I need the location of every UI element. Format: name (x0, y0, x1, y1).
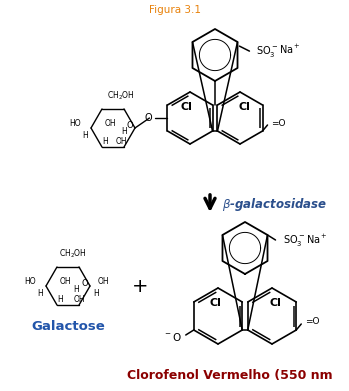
Text: H: H (57, 296, 63, 305)
Text: $\beta$-galactosidase: $\beta$-galactosidase (222, 196, 327, 213)
Text: HO: HO (24, 276, 36, 285)
Text: OH: OH (98, 276, 110, 285)
Text: SO$_3^-$: SO$_3^-$ (283, 233, 305, 249)
Text: H: H (121, 127, 127, 136)
Text: Cl: Cl (209, 298, 221, 308)
Text: Cl: Cl (180, 102, 192, 112)
Text: $^-$O: $^-$O (163, 331, 182, 343)
Text: CH$_2$OH: CH$_2$OH (59, 248, 87, 260)
Text: OH: OH (104, 118, 116, 127)
Text: Galactose: Galactose (31, 320, 105, 333)
Text: HO: HO (69, 118, 81, 127)
Text: OH: OH (116, 138, 128, 147)
Text: OH: OH (74, 296, 86, 305)
Text: O: O (82, 278, 88, 287)
Text: H: H (93, 289, 99, 298)
Text: SO$_3^-$: SO$_3^-$ (257, 44, 279, 59)
Text: O: O (145, 113, 153, 123)
Text: +: + (132, 276, 148, 296)
Text: Na$^+$: Na$^+$ (305, 233, 327, 246)
Text: H: H (37, 289, 43, 298)
Text: Na$^+$: Na$^+$ (280, 43, 301, 56)
Text: Figura 3.1: Figura 3.1 (149, 5, 201, 15)
Text: H: H (102, 138, 108, 147)
Text: CH$_2$OH: CH$_2$OH (107, 90, 135, 102)
Text: Cl: Cl (238, 102, 250, 112)
Text: Clorofenol Vermelho (550 nm: Clorofenol Vermelho (550 nm (127, 369, 333, 382)
Text: Cl: Cl (269, 298, 281, 308)
Text: OH: OH (59, 278, 71, 287)
Text: =O: =O (305, 317, 320, 326)
Text: O: O (127, 120, 133, 129)
Text: =O: =O (272, 118, 286, 127)
Text: H: H (82, 131, 88, 140)
Text: H: H (73, 285, 79, 294)
